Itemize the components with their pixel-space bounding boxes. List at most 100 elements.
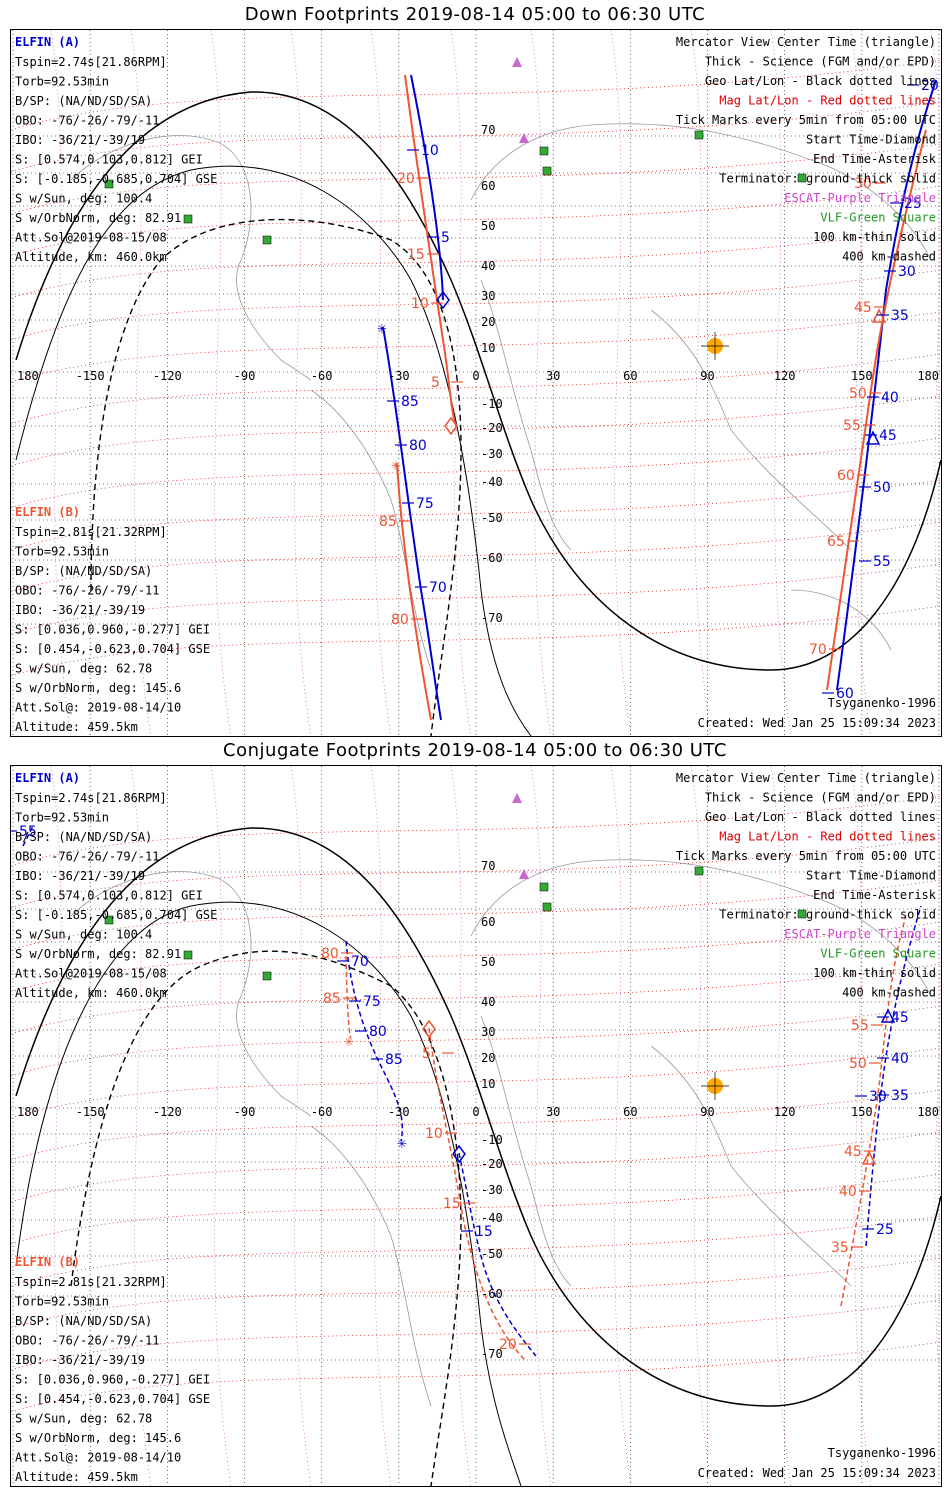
legend-item: Start Time-Diamond <box>806 133 936 147</box>
elfin-a-tick-label: 70 <box>351 954 369 970</box>
elfin-a-tick-label: 60 <box>836 686 854 702</box>
vlf-square <box>797 909 807 919</box>
elfin-b-info-line: Altitude: 459.5km <box>15 1470 138 1484</box>
elfin-a-info-line: S w/Sun, deg: 100.4 <box>15 192 152 206</box>
vlf-square <box>183 214 193 224</box>
elfin-a-info-line: S: [0.574,0.103,0.812] GEI <box>15 889 203 903</box>
elfin-a-info-line: OBO: -76/-26/-79/-11 <box>15 114 160 128</box>
lon-tick-label: -150 <box>76 369 105 383</box>
vlf-square <box>539 146 549 156</box>
lon-tick-label: -60 <box>311 369 333 383</box>
lon-tick-label: 60 <box>623 369 637 383</box>
legend-item: 400 km-dashed <box>842 986 936 1000</box>
elfin-a-tick-label: 35 <box>891 1088 909 1104</box>
elfin-a-tick-label: 55 <box>19 824 37 840</box>
lon-tick-label: 180 <box>917 1105 939 1119</box>
elfin-b-tick-label: 65 <box>827 534 845 550</box>
elfin-b-info-line: IBO: -36/21/-39/19 <box>15 603 145 617</box>
lat-tick-label: 20 <box>481 1051 495 1065</box>
mag-lon-line <box>610 766 632 1486</box>
elfin-b-tick-label: 45 <box>844 1144 862 1160</box>
sun-icon <box>701 1072 729 1100</box>
lon-tick-label: 30 <box>546 369 560 383</box>
elfin-a-info-line: S w/OrbNorm, deg: 82.91 <box>15 211 181 225</box>
elfin-b-title: ELFIN (B) <box>15 505 80 519</box>
elfin-b-tick-label: 60 <box>837 468 855 484</box>
elfin-a-info-line: Torb=92.53min <box>15 75 109 89</box>
lon-tick-label: -90 <box>234 1105 256 1119</box>
elfin-b-tick-label: 10 <box>411 296 429 312</box>
elfin-b-tick-label: 50 <box>849 1056 867 1072</box>
elfin-b-info-line: S: [0.036,0.960,-0.277] GEI <box>15 1373 210 1387</box>
legend-item: Geo Lat/Lon - Black dotted lines <box>705 810 936 824</box>
elfin-b-info-line: Tspin=2.81s[21.32RPM] <box>15 525 167 539</box>
legend-item: Geo Lat/Lon - Black dotted lines <box>705 74 936 88</box>
lat-tick-label: -40 <box>481 1211 503 1225</box>
sun-icon <box>701 332 729 360</box>
lon-tick-label: 180 <box>17 1105 39 1119</box>
elfin-a-tick-label: 40 <box>881 390 899 406</box>
elfin-a-tick-label: 80 <box>369 1024 387 1040</box>
elfin-b-tick-label: 55 <box>843 418 861 434</box>
elfin-b-info-line: S w/Sun, deg: 62.78 <box>15 1412 152 1426</box>
elfin-a-tick-label: 50 <box>873 480 891 496</box>
lat-tick-label: 20 <box>481 315 495 329</box>
legend-item: Tick Marks every 5min from 05:00 UTC <box>676 849 936 863</box>
elfin-b-info-line: Torb=92.53min <box>15 1295 109 1309</box>
legend-item: Thick - Science (FGM and/or EPD) <box>705 791 936 805</box>
lat-tick-label: -40 <box>481 475 503 489</box>
elfin-a-track <box>22 825 922 1357</box>
elfin-b-title: ELFIN (B) <box>15 1255 80 1269</box>
lat-tick-label: 60 <box>481 179 495 193</box>
model-label: Tsyganenko-1996 <box>828 1446 936 1460</box>
legend-item: Mercator View Center Time (triangle) <box>676 35 936 49</box>
lon-tick-label: -120 <box>153 369 182 383</box>
elfin-b-tick-label: 10 <box>425 1126 443 1142</box>
elfin-b-tick-label: 15 <box>443 1196 461 1212</box>
elfin-b-info-line: S: [0.454,-0.623,0.704] GSE <box>15 1392 210 1406</box>
elfin-b-info-line: OBO: -76/-26/-79/-11 <box>15 584 160 598</box>
vlf-square <box>542 902 552 912</box>
legend-item: Mag Lat/Lon - Red dotted lines <box>719 94 936 108</box>
ground-stations <box>104 57 807 245</box>
mag-lat-line <box>11 1089 941 1161</box>
elfin-a-info-line: B/SP: (NA/ND/SD/SA) <box>15 830 152 844</box>
elfin-b-tick-label: 80 <box>321 946 339 962</box>
panel-title-down: Down Footprints 2019-08-14 05:00 to 06:3… <box>244 4 706 25</box>
lon-tick-label: 90 <box>700 1105 714 1119</box>
elfin-b-info-line: Torb=92.53min <box>15 545 109 559</box>
elfin-a-info-line: OBO: -76/-26/-79/-11 <box>15 850 160 864</box>
lon-tick-label: -120 <box>153 1105 182 1119</box>
mag-lat-line <box>11 437 941 509</box>
coastlines <box>70 859 932 1407</box>
legend-item: 100 km-thin solid <box>813 966 936 980</box>
elfin-a-tick-label: 25 <box>904 196 922 212</box>
vlf-square <box>694 130 704 140</box>
elfin-a-info-line: B/SP: (NA/ND/SD/SA) <box>15 94 152 108</box>
elfin-a-info-line: Altitude, km: 460.0km <box>15 250 167 264</box>
legend-item: 400 km-dashed <box>842 250 936 264</box>
lat-tick-label: -30 <box>481 1183 503 1197</box>
elfin-a-tick-label: 55 <box>873 554 891 570</box>
lon-tick-label: 30 <box>546 1105 560 1119</box>
elfin-b-info-line: Att.Sol@: 2019-08-14/10 <box>15 701 181 715</box>
elfin-a-tick-label: 40 <box>891 1051 909 1067</box>
elfin-b-info-line: OBO: -76/-26/-79/-11 <box>15 1334 160 1348</box>
lat-tick-label: -70 <box>481 611 503 625</box>
mag-lat-line <box>11 1005 941 1077</box>
end-asterisk: ✳ <box>344 1031 354 1050</box>
mag-lon-line <box>610 30 632 736</box>
elfin-a-tick-label: 85 <box>385 1052 403 1068</box>
lon-tick-label: -30 <box>388 1105 410 1119</box>
elfin-b-tick-label: 80 <box>391 612 409 628</box>
end-asterisk: ✳ <box>397 1133 407 1152</box>
lat-tick-label: 50 <box>481 955 495 969</box>
elfin-a-tick-label: 45 <box>891 1010 909 1026</box>
mag-lon-line <box>530 766 552 1486</box>
markers: ✳ ✳ <box>344 1008 896 1165</box>
elfin-b-track <box>345 915 907 1362</box>
lon-tick-label: 120 <box>774 369 796 383</box>
elfin-a-info-line: Tspin=2.74s[21.86RPM] <box>15 55 167 69</box>
